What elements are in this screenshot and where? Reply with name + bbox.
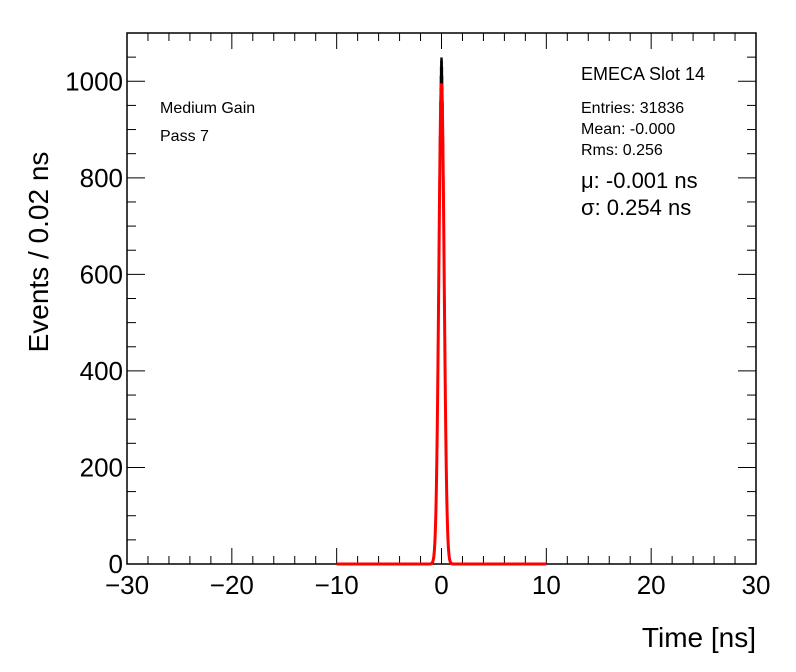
sigma-fit-stat: σ: 0.254 ns	[581, 195, 691, 220]
y-tick-label: 0	[109, 549, 123, 579]
mean-stat: Mean: -0.000	[581, 121, 675, 138]
mu-fit-stat: μ: -0.001 ns	[581, 168, 698, 193]
pass-label: Pass 7	[160, 128, 209, 145]
y-tick-labels: 0 200 400 600 800 1000	[65, 66, 123, 579]
chart-title: EMECA Slot 14	[581, 64, 705, 84]
x-axis-title: Time [ns]	[642, 622, 756, 653]
axis-ticks	[126, 32, 757, 565]
x-tick-label: −30	[105, 570, 149, 600]
y-tick-label: 1000	[65, 66, 123, 96]
y-tick-label: 800	[80, 163, 123, 193]
entries-stat: Entries: 31836	[581, 100, 684, 117]
y-tick-label: 600	[80, 259, 123, 289]
x-tick-label: 30	[742, 570, 771, 600]
y-tick-label: 400	[80, 356, 123, 386]
gain-label: Medium Gain	[160, 100, 255, 117]
rms-stat: Rms: 0.256	[581, 142, 663, 159]
y-axis-title: Events / 0.02 ns	[23, 152, 54, 353]
x-tick-label: −20	[210, 570, 254, 600]
x-tick-label: 0	[434, 570, 448, 600]
gaussian-fit-curve	[336, 83, 547, 566]
x-tick-label: 20	[637, 570, 666, 600]
y-tick-label: 200	[80, 452, 123, 482]
x-tick-label: −10	[315, 570, 359, 600]
x-tick-labels: −30 −20 −10 0 10 20 30	[105, 570, 771, 600]
x-tick-label: 10	[532, 570, 561, 600]
